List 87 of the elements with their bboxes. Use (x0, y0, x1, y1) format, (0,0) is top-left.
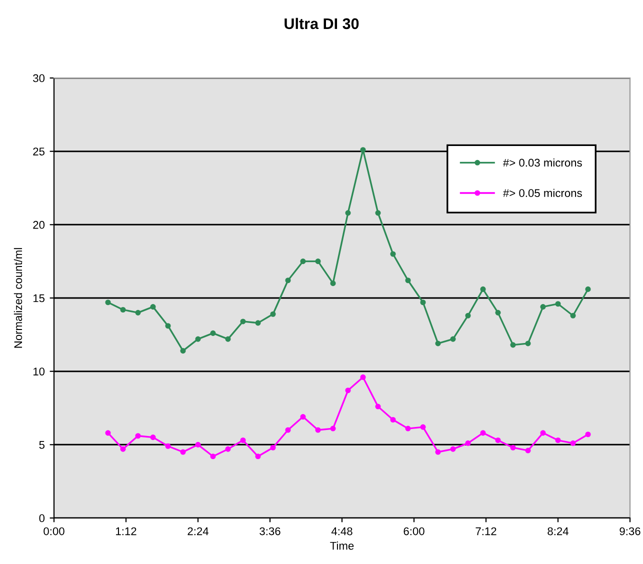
legend-label: #> 0.05 microns (503, 188, 582, 198)
x-tick-label: 4:48 (331, 527, 352, 536)
point (495, 437, 501, 444)
x-tick-label: 0:00 (44, 527, 64, 536)
point (285, 427, 291, 433)
point (510, 342, 516, 348)
point (300, 414, 306, 420)
point (315, 427, 321, 433)
point (105, 430, 111, 436)
x-tick-label: 9:36 (620, 527, 640, 536)
point (570, 312, 576, 318)
point (450, 336, 456, 342)
point (135, 310, 141, 316)
point (465, 312, 471, 318)
point (450, 446, 456, 452)
point (540, 304, 546, 310)
point (255, 454, 261, 460)
point (150, 304, 156, 310)
x-tick-label: 6:00 (404, 527, 424, 536)
y-tick-label: 30 (33, 74, 45, 82)
point (165, 443, 171, 449)
y-tick-label: 10 (33, 368, 45, 376)
point (435, 340, 441, 346)
point (225, 336, 231, 342)
point (375, 404, 381, 410)
point (525, 448, 531, 454)
x-tick-label: 2:24 (188, 527, 208, 536)
point (540, 430, 546, 436)
point (240, 318, 246, 324)
point (210, 454, 216, 460)
point (330, 280, 336, 286)
y-tick-label: 5 (39, 441, 45, 449)
point (225, 446, 231, 452)
point (480, 430, 486, 436)
point (405, 426, 411, 432)
point (150, 434, 156, 440)
y-tick-label: 25 (33, 148, 45, 156)
point (495, 310, 501, 316)
point (315, 258, 321, 264)
point (375, 210, 381, 216)
point (390, 416, 396, 423)
x-tick-label: 8:24 (548, 527, 568, 536)
x-tick-label: 3:36 (260, 527, 280, 536)
point (120, 306, 126, 313)
point (525, 340, 531, 346)
point (135, 433, 141, 439)
point (405, 278, 411, 284)
point (180, 449, 186, 455)
point (585, 286, 591, 292)
legend-label: #> 0.03 microns (503, 158, 582, 167)
point (195, 442, 201, 448)
point (345, 388, 351, 394)
point (165, 323, 171, 329)
y-tick-label: 0 (39, 514, 45, 522)
point (255, 320, 261, 326)
point (330, 426, 336, 432)
point (585, 432, 591, 438)
y-tick-label: 20 (33, 220, 45, 229)
y-tick-label: 15 (33, 294, 45, 302)
point (420, 424, 426, 430)
point (270, 444, 276, 450)
point (555, 301, 561, 307)
x-axis-title: Time (330, 542, 354, 550)
point (435, 449, 441, 455)
point (210, 330, 216, 336)
point (510, 444, 516, 450)
point (345, 210, 351, 216)
point (180, 348, 186, 354)
point (195, 336, 201, 342)
point (300, 258, 306, 264)
point (555, 437, 561, 444)
point (120, 446, 126, 452)
point (240, 437, 246, 444)
x-tick-label: 7:12 (476, 527, 496, 536)
point (360, 374, 366, 380)
y-axis-title: Normalized count/ml (14, 248, 22, 348)
point (420, 300, 426, 306)
point (465, 440, 471, 446)
point (390, 251, 396, 257)
point (270, 311, 276, 317)
x-tick-label: 1:12 (116, 527, 136, 536)
point (360, 147, 366, 153)
point (105, 300, 111, 306)
point (285, 278, 291, 284)
point (570, 440, 576, 446)
point (480, 286, 486, 292)
chart-title: Ultra DI 30 (284, 18, 359, 30)
